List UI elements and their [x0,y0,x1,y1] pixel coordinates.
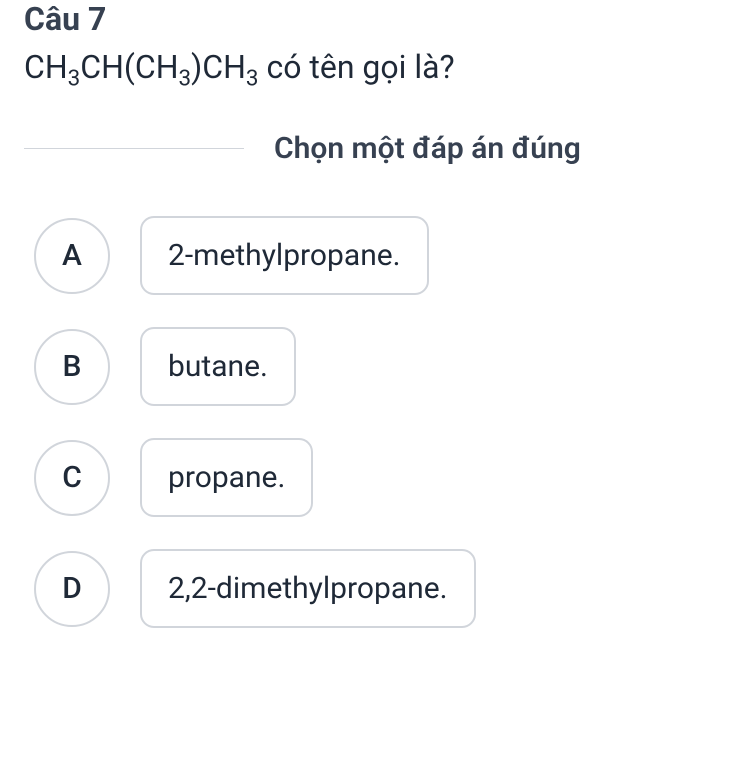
option-row-d: D 2,2-dimethylpropane. [34,549,705,628]
option-text-d[interactable]: 2,2-dimethylpropane. [140,549,476,628]
divider-line [24,148,244,149]
option-letter-b[interactable]: B [34,329,110,405]
option-text-a[interactable]: 2-methylpropane. [140,216,429,295]
option-letter-c[interactable]: C [34,440,110,516]
option-letter-d[interactable]: D [34,551,110,627]
option-text-b[interactable]: butane. [140,327,296,406]
option-row-a: A 2-methylpropane. [34,216,705,295]
question-number: Câu 7 [24,0,705,38]
question-text: CH3CH(CH3)CH3 có tên gọi là? [24,48,705,91]
option-letter-a[interactable]: A [34,218,110,294]
instruction-row: Chọn một đáp án đúng [24,131,705,166]
option-row-c: C propane. [34,438,705,517]
options-list: A 2-methylpropane. B butane. C propane. … [24,216,705,628]
option-text-c[interactable]: propane. [140,438,313,517]
instruction-text: Chọn một đáp án đúng [274,131,581,166]
option-row-b: B butane. [34,327,705,406]
